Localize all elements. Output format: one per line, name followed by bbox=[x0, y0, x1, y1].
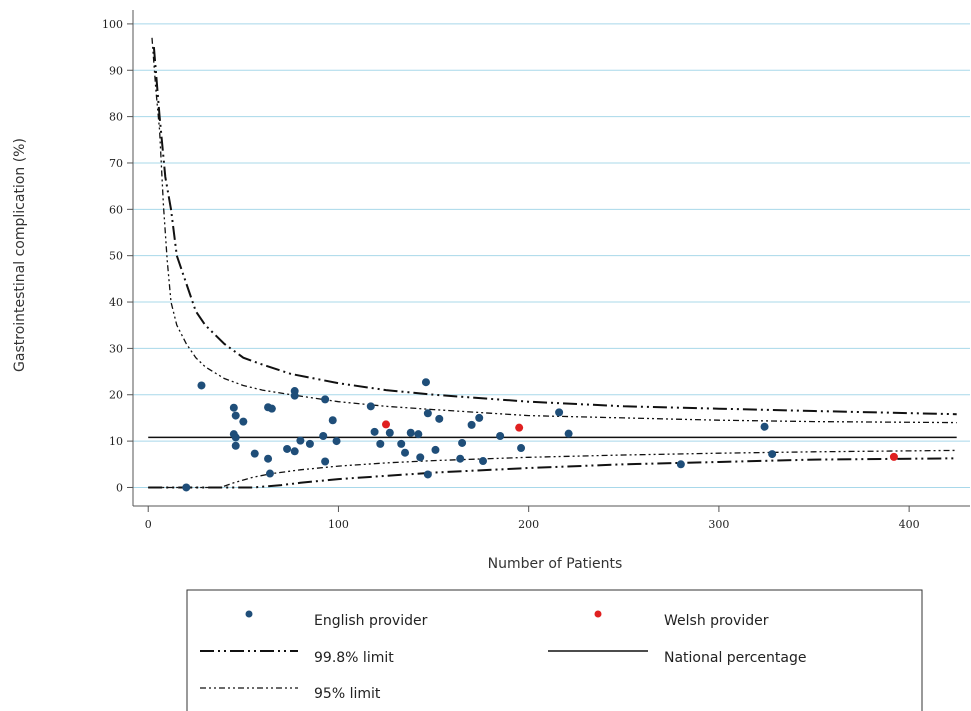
y-tick-label: 60 bbox=[109, 203, 123, 216]
english-provider-point bbox=[475, 413, 484, 422]
english-provider-point bbox=[267, 404, 276, 413]
x-tick-label: 300 bbox=[708, 518, 729, 531]
english-provider-point bbox=[555, 408, 564, 417]
english-provider-point bbox=[421, 378, 430, 387]
gridlines bbox=[133, 23, 970, 488]
english-provider-point bbox=[229, 403, 238, 412]
limit-998-lower-line bbox=[148, 457, 957, 489]
english-provider-point bbox=[321, 457, 330, 466]
welsh-provider-point bbox=[515, 423, 524, 432]
english-provider-point bbox=[305, 439, 314, 448]
x-tick-label: 200 bbox=[518, 518, 539, 531]
english-provider-point bbox=[414, 430, 423, 439]
english-provider-point bbox=[321, 395, 330, 404]
legend: English provider Welsh provider 99.8% li… bbox=[186, 589, 923, 711]
english-provider-point bbox=[458, 438, 467, 447]
y-tick-label: 20 bbox=[109, 389, 123, 402]
english-provider-point bbox=[328, 416, 337, 425]
english-provider-point bbox=[376, 439, 385, 448]
welsh-provider-point bbox=[382, 420, 391, 429]
x-tick-label: 0 bbox=[145, 518, 152, 531]
english-provider-point bbox=[264, 454, 273, 463]
english-provider-point bbox=[760, 422, 769, 431]
english-provider-point bbox=[676, 460, 685, 469]
limit-95-upper-line bbox=[151, 37, 957, 424]
english-provider-point bbox=[517, 444, 526, 453]
legend-english-marker bbox=[245, 610, 253, 618]
english-provider-point bbox=[283, 444, 292, 453]
x-axis-title: Number of Patients bbox=[488, 556, 623, 572]
english-provider-point bbox=[385, 428, 394, 437]
english-provider-point bbox=[366, 402, 375, 411]
welsh-provider-point bbox=[889, 452, 898, 461]
english-provider-point bbox=[768, 450, 777, 459]
english-provider-point bbox=[197, 381, 206, 390]
english-provider-point bbox=[290, 447, 299, 456]
y-tick-label: 90 bbox=[109, 64, 123, 77]
english-provider-point bbox=[319, 432, 328, 441]
english-provider-point bbox=[431, 445, 440, 454]
english-provider-point bbox=[416, 453, 425, 462]
legend-english-label: English provider bbox=[314, 613, 428, 629]
data-points bbox=[182, 378, 898, 492]
english-provider-point bbox=[456, 454, 465, 463]
english-provider-point bbox=[231, 411, 240, 420]
english-provider-point bbox=[406, 428, 415, 437]
y-tick-label: 30 bbox=[109, 342, 123, 355]
english-provider-point bbox=[231, 433, 240, 442]
english-provider-point bbox=[250, 449, 259, 458]
legend-box bbox=[186, 589, 923, 711]
english-provider-point bbox=[564, 429, 573, 438]
limit-998-upper-line bbox=[152, 47, 957, 416]
legend-welsh-marker bbox=[594, 610, 602, 618]
english-provider-point bbox=[423, 409, 432, 418]
y-tick-label: 50 bbox=[109, 250, 123, 263]
english-provider-point bbox=[239, 417, 248, 426]
y-axis-title: Gastrointestinal complication (%) bbox=[12, 138, 28, 372]
english-provider-point bbox=[265, 469, 274, 478]
y-tick-label: 70 bbox=[109, 157, 123, 170]
y-tick-label: 0 bbox=[116, 481, 123, 494]
english-provider-point bbox=[496, 432, 505, 441]
english-provider-point bbox=[401, 448, 410, 457]
english-provider-point bbox=[479, 457, 488, 466]
x-tick-label: 100 bbox=[328, 518, 349, 531]
legend-national-label: National percentage bbox=[664, 650, 807, 666]
y-tick-label: 100 bbox=[102, 18, 123, 31]
x-tick-label: 400 bbox=[899, 518, 920, 531]
y-tick-label: 10 bbox=[109, 435, 123, 448]
legend-95-label: 95% limit bbox=[314, 686, 381, 702]
english-provider-point bbox=[397, 439, 406, 448]
control-limit-lines bbox=[148, 37, 957, 489]
y-tick-label: 40 bbox=[109, 296, 123, 309]
y-tick-label: 80 bbox=[109, 111, 123, 124]
english-provider-point bbox=[231, 441, 240, 450]
english-provider-point bbox=[182, 483, 191, 492]
legend-998-label: 99.8% limit bbox=[314, 650, 394, 666]
english-provider-point bbox=[290, 387, 299, 396]
english-provider-point bbox=[435, 414, 444, 423]
english-provider-point bbox=[423, 470, 432, 479]
y-axis: 0 10 20 30 40 50 60 70 80 90 100 bbox=[102, 10, 134, 506]
english-provider-point bbox=[467, 420, 476, 429]
legend-welsh-label: Welsh provider bbox=[664, 613, 769, 629]
english-provider-point bbox=[370, 427, 379, 436]
x-axis: 0 100 200 300 400 bbox=[133, 505, 970, 531]
english-provider-point bbox=[296, 436, 305, 445]
english-provider-point bbox=[332, 437, 341, 446]
